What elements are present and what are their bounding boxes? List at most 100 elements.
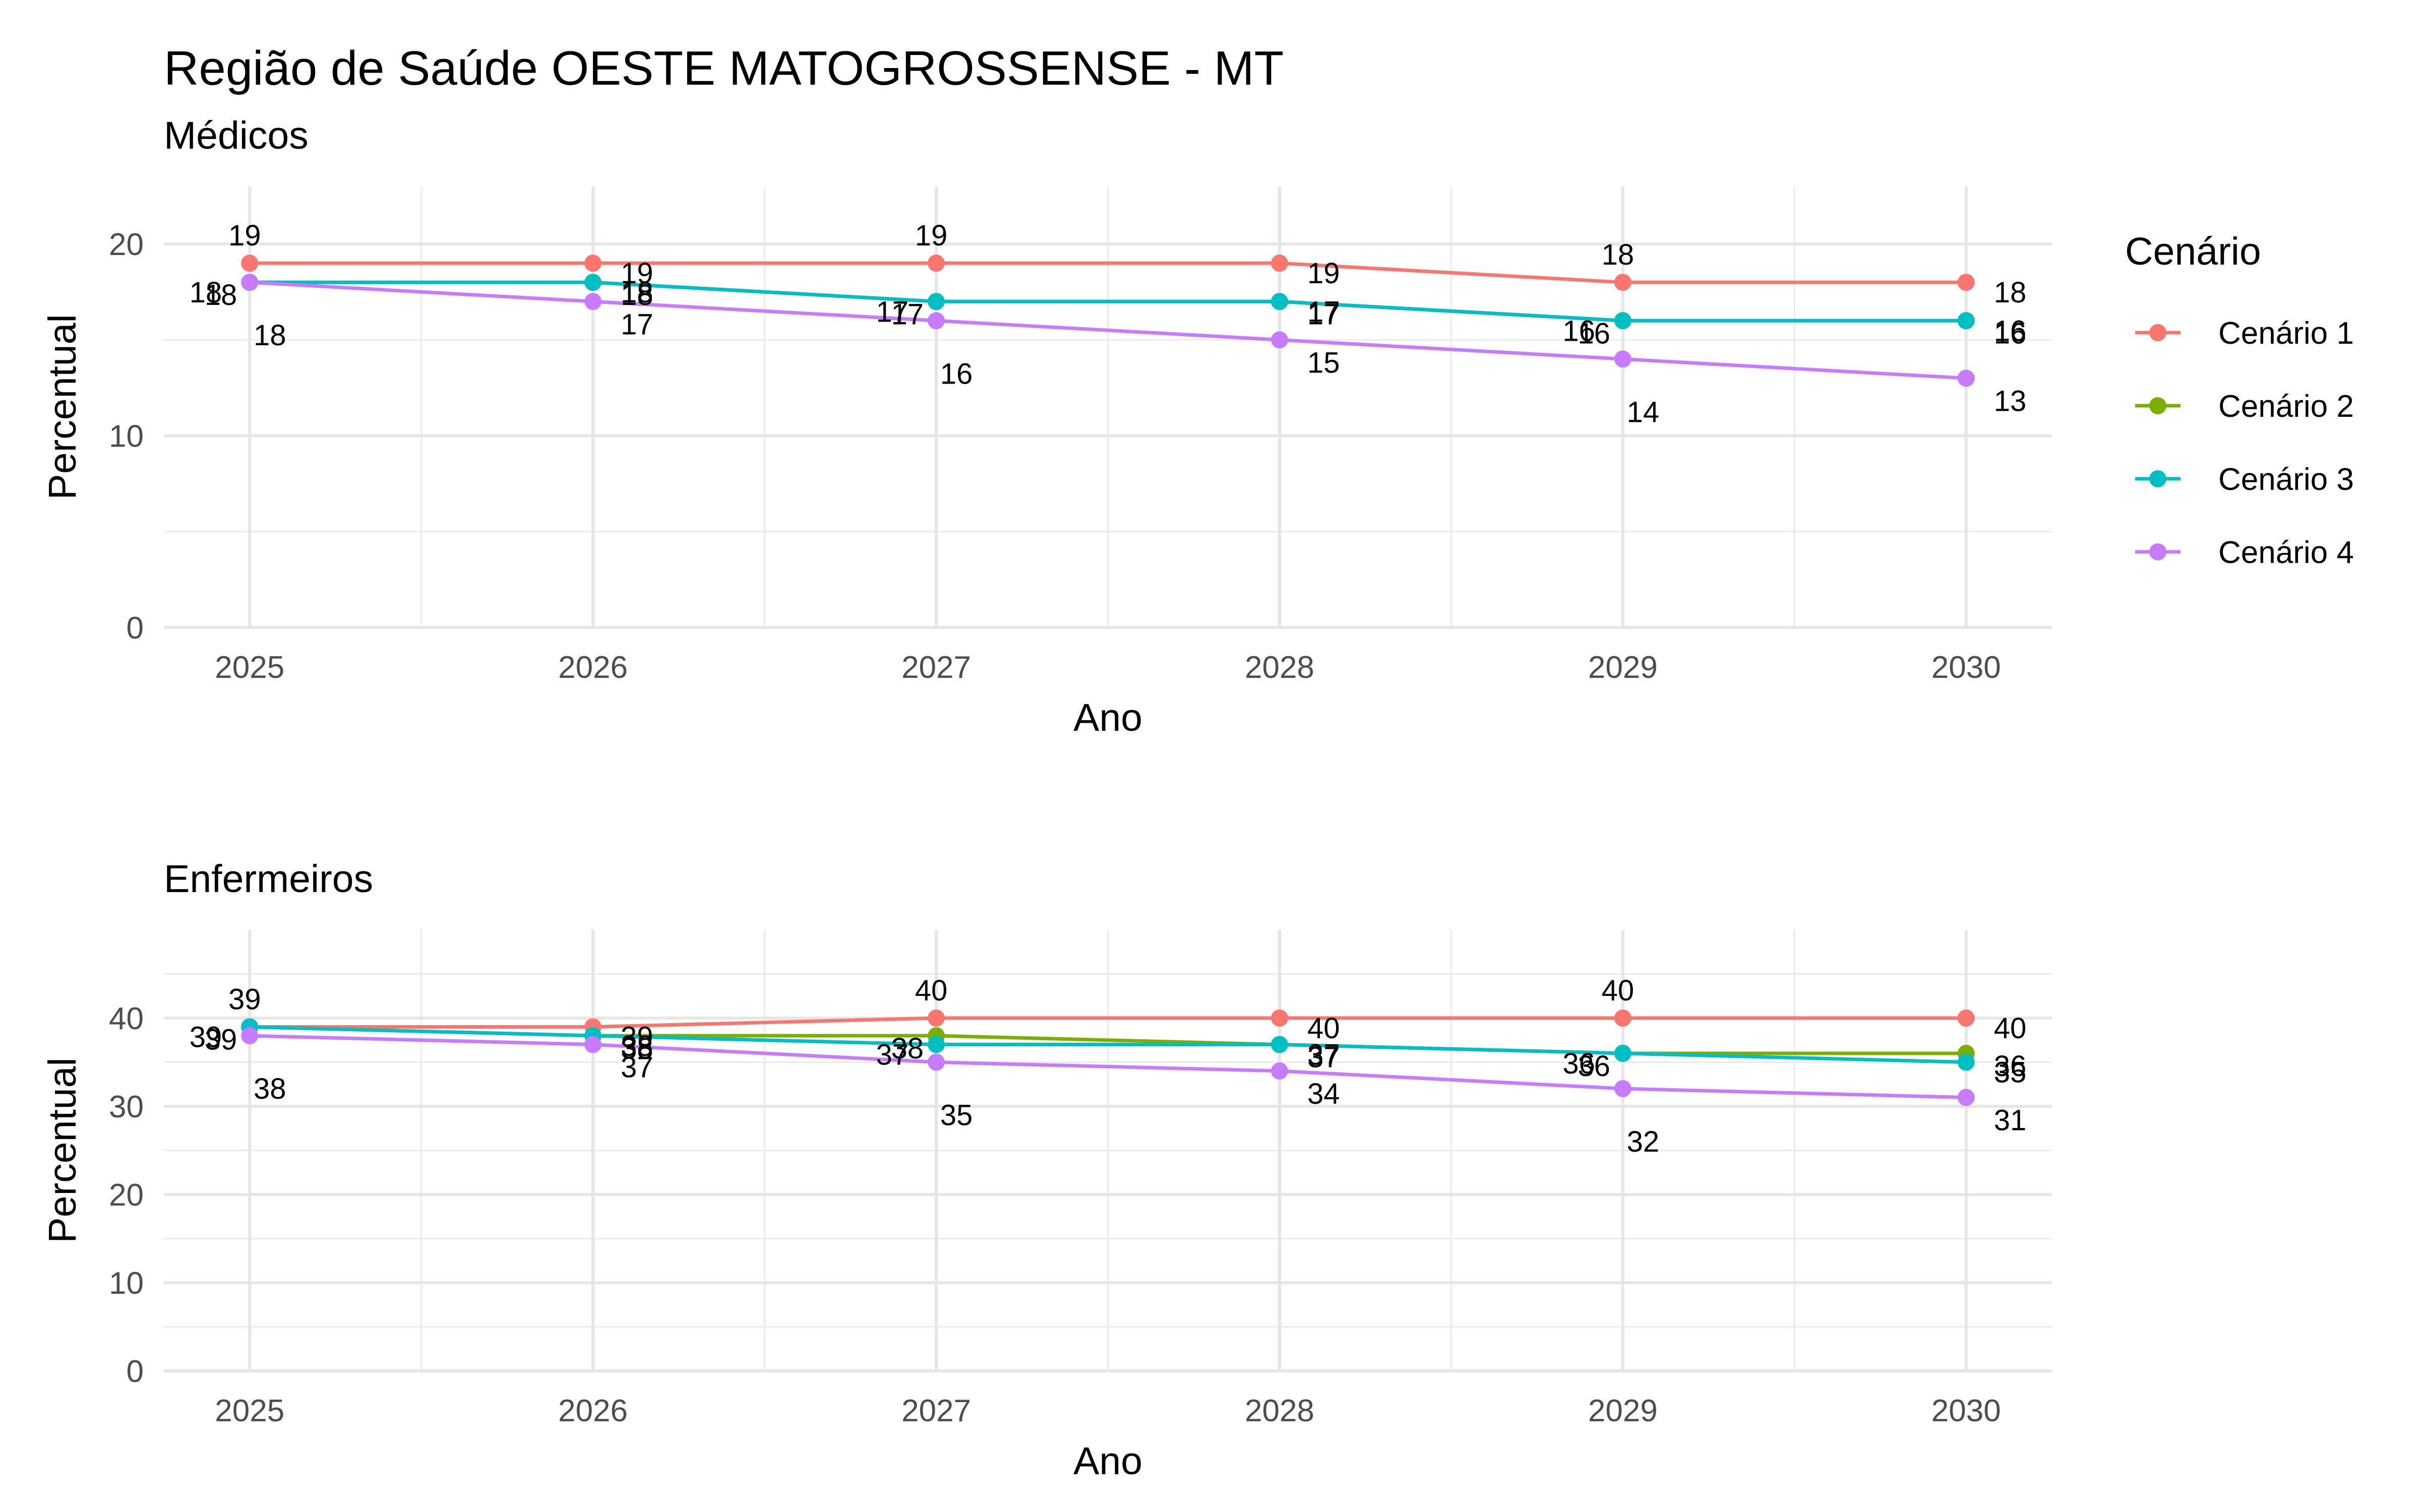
data-label-cenario-3: 18 bbox=[190, 276, 222, 309]
x-tick-label: 2030 bbox=[1931, 1394, 2001, 1428]
data-label-cenario-1: 40 bbox=[915, 974, 948, 1007]
data-point-cenario-3 bbox=[1614, 1045, 1631, 1062]
y-tick-label: 10 bbox=[109, 419, 144, 454]
data-point-cenario-3 bbox=[1614, 312, 1631, 330]
data-point-cenario-1 bbox=[1270, 1010, 1288, 1027]
data-label-cenario-2: 38 bbox=[891, 1032, 924, 1065]
x-tick-label: 2027 bbox=[901, 650, 971, 685]
legend-label: Cenário 1 bbox=[2218, 316, 2354, 351]
panel-subtitle-medicos: Médicos bbox=[164, 114, 309, 157]
data-label-cenario-2: 39 bbox=[205, 1024, 237, 1056]
data-label-cenario-4: 13 bbox=[1994, 385, 2027, 417]
data-point-cenario-3 bbox=[1270, 1036, 1288, 1053]
data-label-cenario-4: 32 bbox=[1627, 1125, 1660, 1158]
data-point-cenario-1 bbox=[1270, 255, 1288, 272]
data-label-cenario-4: 14 bbox=[1627, 396, 1660, 428]
series-line-cenario-4 bbox=[250, 280, 1966, 380]
data-label-cenario-3: 37 bbox=[876, 1039, 909, 1072]
y-tick-label: 20 bbox=[109, 1178, 144, 1213]
data-label-cenario-2: 16 bbox=[1994, 317, 2027, 350]
data-label-cenario-3: 35 bbox=[1994, 1056, 2027, 1089]
data-label-cenario-2: 36 bbox=[1578, 1050, 1610, 1083]
chart-title: Região de Saúde OESTE MATOGROSSENSE - MT bbox=[164, 41, 1284, 95]
x-tick-label: 2026 bbox=[558, 1394, 628, 1428]
data-point-cenario-3 bbox=[584, 274, 602, 291]
y-tick-label: 20 bbox=[109, 227, 144, 262]
legend: Cenário Cenário 1 Cenário 2 Cenário 3 Cenár… bbox=[2125, 230, 2354, 570]
data-label-cenario-1: 18 bbox=[1602, 238, 1635, 271]
data-label-cenario-2: 17 bbox=[1307, 298, 1340, 331]
series-line-cenario-1 bbox=[250, 261, 1966, 284]
data-label-cenario-3: 17 bbox=[876, 295, 909, 328]
data-label-cenario-1: 39 bbox=[228, 983, 261, 1016]
data-label-cenario-2: 18 bbox=[621, 279, 653, 311]
legend-item-cenario-2: Cenário 2 bbox=[2135, 389, 2354, 424]
data-point-cenario-4 bbox=[584, 293, 602, 310]
series-line-cenario-3 bbox=[250, 280, 1966, 323]
x-tick-label: 2025 bbox=[215, 650, 284, 685]
x-tick-label: 2029 bbox=[1588, 650, 1658, 685]
data-label-cenario-4: 37 bbox=[621, 1051, 653, 1084]
legend-item-cenario-1: Cenário 1 bbox=[2135, 316, 2354, 351]
y-tick-label: 0 bbox=[127, 611, 144, 646]
data-label-cenario-3: 17 bbox=[1307, 295, 1340, 328]
data-point-cenario-4 bbox=[1957, 1089, 1975, 1106]
x-tick-label: 2025 bbox=[215, 1394, 284, 1428]
data-label-cenario-2: 37 bbox=[1307, 1041, 1340, 1074]
data-point-cenario-1 bbox=[584, 255, 602, 272]
data-point-cenario-3 bbox=[928, 293, 945, 310]
panel-enfermeiros: 2025 2026 2027 2028 2029 2030010203040AnoPerc… bbox=[41, 930, 2052, 1483]
panel-subtitle-enfermeiros: Enfermeiros bbox=[164, 857, 373, 901]
data-label-cenario-2: 17 bbox=[891, 298, 924, 331]
data-label-cenario-3: 38 bbox=[621, 1030, 653, 1062]
data-point-cenario-1 bbox=[1957, 1010, 1975, 1027]
data-point-cenario-1 bbox=[241, 255, 259, 272]
data-label-cenario-4: 15 bbox=[1307, 346, 1340, 379]
data-point-cenario-4 bbox=[1614, 1080, 1631, 1097]
data-point-cenario-4 bbox=[1270, 1062, 1288, 1080]
y-tick-label: 10 bbox=[109, 1266, 144, 1301]
legend-label: Cenário 2 bbox=[2218, 389, 2354, 424]
series-line-cenario-1 bbox=[250, 1016, 1966, 1029]
legend-label: Cenário 3 bbox=[2218, 462, 2354, 497]
data-label-cenario-3: 18 bbox=[621, 276, 653, 309]
data-label-cenario-4: 34 bbox=[1307, 1078, 1340, 1110]
data-point-cenario-4 bbox=[1614, 350, 1631, 368]
data-label-cenario-1: 18 bbox=[1994, 276, 2027, 309]
x-axis-title: Ano bbox=[1073, 1439, 1142, 1483]
data-point-cenario-4 bbox=[241, 274, 259, 291]
data-label-cenario-1: 19 bbox=[228, 219, 261, 252]
x-tick-label: 2028 bbox=[1245, 650, 1314, 685]
legend-item-cenario-3: Cenário 3 bbox=[2135, 462, 2354, 497]
data-label-cenario-1: 40 bbox=[1994, 1012, 2027, 1045]
y-tick-label: 40 bbox=[109, 1001, 144, 1036]
data-label-cenario-2: 16 bbox=[1578, 317, 1610, 350]
data-point-cenario-1 bbox=[1614, 1010, 1631, 1027]
data-label-cenario-2: 38 bbox=[621, 1032, 653, 1065]
data-label-cenario-4: 17 bbox=[621, 308, 653, 341]
data-point-cenario-1 bbox=[928, 255, 945, 272]
data-label-cenario-3: 16 bbox=[1562, 314, 1595, 347]
data-label-cenario-3: 36 bbox=[1562, 1047, 1595, 1080]
data-point-cenario-1 bbox=[928, 1010, 945, 1027]
data-point-cenario-1 bbox=[1957, 274, 1975, 291]
legend-label: Cenário 4 bbox=[2218, 535, 2354, 570]
data-label-cenario-3: 16 bbox=[1994, 314, 2027, 347]
data-label-cenario-3: 37 bbox=[1307, 1039, 1340, 1072]
data-point-cenario-1 bbox=[1614, 274, 1631, 291]
data-point-cenario-3 bbox=[1270, 293, 1288, 310]
data-label-cenario-1: 19 bbox=[1307, 257, 1340, 290]
data-label-cenario-1: 40 bbox=[1307, 1012, 1340, 1045]
data-label-cenario-4: 35 bbox=[940, 1099, 973, 1132]
data-label-cenario-4: 31 bbox=[1994, 1104, 2027, 1137]
y-axis-title: Percentual bbox=[41, 1057, 84, 1243]
data-label-cenario-1: 39 bbox=[621, 1021, 653, 1054]
series-line-cenario-4 bbox=[250, 1034, 1966, 1099]
data-point-cenario-4 bbox=[1957, 369, 1975, 387]
x-tick-label: 2029 bbox=[1588, 1394, 1658, 1428]
data-label-cenario-2: 36 bbox=[1994, 1050, 2027, 1083]
x-tick-label: 2027 bbox=[901, 1394, 971, 1428]
data-label-cenario-4: 18 bbox=[254, 319, 286, 352]
data-label-cenario-4: 38 bbox=[254, 1073, 286, 1105]
